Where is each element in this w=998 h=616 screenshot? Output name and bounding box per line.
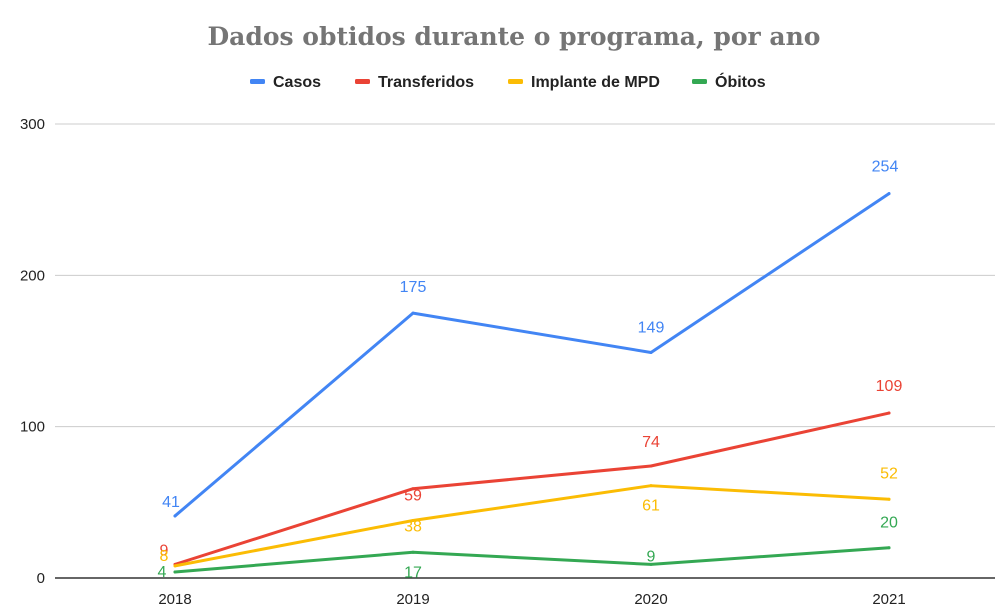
y-tick-label: 0 [37,570,45,587]
series-lines [173,192,891,574]
y-axis-ticks: 0 100 200 300 [20,116,45,587]
legend-label-transferidos: Transferidos [378,74,474,91]
x-axis-ticks: 2018 2019 2020 2021 [158,591,905,608]
data-point-obitos [411,550,415,554]
data-label-implante-de-mpd: 8 [160,548,169,565]
data-point-casos [649,351,653,355]
legend-swatch-transferidos [355,79,370,84]
data-label-implante-de-mpd: 61 [642,498,660,515]
x-tick-label: 2018 [158,591,191,608]
legend-swatch-obitos [692,79,707,84]
data-label-casos: 175 [400,279,427,296]
data-point-implante-de-mpd [173,564,177,568]
legend-label-implante-de-mpd: Implante de MPD [531,74,660,91]
data-point-casos [411,311,415,315]
data-point-implante-de-mpd [649,484,653,488]
data-label-obitos: 17 [404,564,422,581]
data-label-obitos: 9 [647,548,656,565]
data-point-obitos [887,546,891,550]
data-label-transferidos: 9 [160,542,169,559]
series-line-transferidos [173,411,891,566]
legend-label-obitos: Óbitos [715,72,766,91]
data-labels: 41 175 149 254 9 59 74 109 8 38 61 52 4 17 9 20 [158,159,903,582]
legend-label-casos: Casos [273,74,321,91]
data-point-implante-de-mpd [411,518,415,522]
data-label-casos: 149 [638,320,665,337]
data-label-transferidos: 59 [404,488,422,505]
x-tick-label: 2020 [634,591,667,608]
data-label-transferidos: 74 [642,434,660,451]
legend-swatch-casos [250,79,265,84]
data-label-obitos: 4 [158,564,167,581]
data-label-casos: 41 [162,494,180,511]
gridlines [55,123,995,579]
data-point-obitos [649,562,653,566]
x-tick-label: 2019 [396,591,429,608]
series-line-casos [173,192,891,518]
x-tick-label: 2021 [872,591,905,608]
data-point-transferidos [887,411,891,415]
series-line-obitos [173,546,891,574]
data-point-casos [173,514,177,518]
y-tick-label: 100 [20,419,45,436]
series-line-implante-de-mpd [173,484,891,568]
data-point-implante-de-mpd [887,497,891,501]
y-tick-label: 300 [20,116,45,133]
data-point-casos [887,192,891,196]
data-label-implante-de-mpd: 38 [404,518,422,535]
legend: Casos Transferidos Implante de MPD Óbitos [250,72,766,91]
data-label-casos: 254 [872,159,899,176]
data-point-obitos [173,570,177,574]
y-tick-label: 200 [20,267,45,284]
legend-swatch-implante-de-mpd [508,79,523,84]
data-label-implante-de-mpd: 52 [880,465,898,482]
data-point-transferidos [411,487,415,491]
data-label-obitos: 20 [880,515,898,532]
chart-title: Dados obtidos durante o programa, por an… [207,22,820,51]
data-point-transferidos [649,464,653,468]
data-label-transferidos: 109 [876,378,903,395]
